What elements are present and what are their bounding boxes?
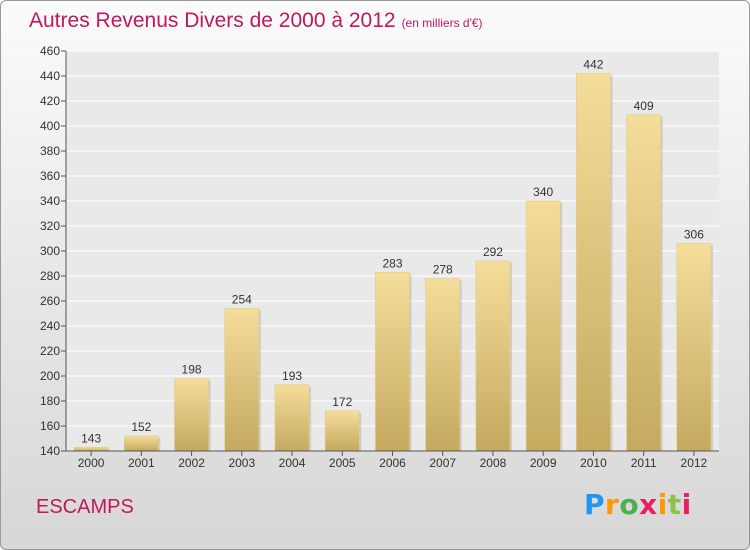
y-tick-label: 320 bbox=[40, 219, 60, 233]
bar-value-label: 278 bbox=[433, 263, 453, 277]
y-tick-label: 360 bbox=[40, 169, 60, 183]
unit-note: (en milliers d'€) bbox=[401, 16, 483, 30]
bar bbox=[475, 260, 511, 452]
bar-value-label: 340 bbox=[533, 185, 553, 199]
bar bbox=[576, 73, 611, 452]
y-tick-label: 180 bbox=[40, 394, 60, 408]
bar-value-label: 306 bbox=[684, 228, 704, 242]
x-tick-label: 2006 bbox=[379, 456, 406, 470]
x-tick-label: 2011 bbox=[631, 456, 657, 470]
y-tick-label: 420 bbox=[40, 94, 60, 108]
chart-title: Autres Revenus Divers de 2000 à 2012 (en … bbox=[29, 9, 483, 33]
y-tick-label: 220 bbox=[40, 344, 60, 358]
logo-letter: i bbox=[681, 488, 692, 521]
commune-name: ESCAMPS bbox=[36, 496, 134, 518]
x-tick-label: 2000 bbox=[78, 456, 105, 470]
y-axis: 140 160 180 200 220 240 260 280 300 320 340 360 380 4… bbox=[40, 44, 67, 458]
y-tick-label: 260 bbox=[40, 294, 60, 308]
bar-value-label: 198 bbox=[182, 363, 202, 377]
bar bbox=[525, 200, 561, 452]
x-tick-label: 2009 bbox=[530, 456, 557, 470]
bar-value-label: 292 bbox=[483, 245, 503, 259]
title-text: Autres Revenus Divers de 2000 à 2012 bbox=[29, 9, 396, 32]
bar bbox=[174, 378, 209, 452]
bar-value-label: 409 bbox=[634, 99, 654, 113]
logo-letter: r bbox=[605, 488, 620, 521]
proxiti-logo: Proxiti bbox=[584, 488, 692, 521]
y-tick-label: 200 bbox=[40, 369, 60, 383]
bar-value-label: 193 bbox=[282, 369, 302, 383]
y-tick-label: 460 bbox=[40, 44, 60, 58]
bars: 143 152 198 254 193 172 283 278 292 340 442 409 306 bbox=[73, 58, 713, 452]
y-tick-label: 300 bbox=[40, 244, 60, 258]
bar bbox=[274, 384, 310, 452]
x-tick-label: 2002 bbox=[178, 456, 205, 470]
x-tick-label: 2012 bbox=[681, 456, 708, 470]
x-tick-label: 2007 bbox=[429, 456, 456, 470]
logo-letter: P bbox=[584, 488, 606, 521]
bar bbox=[73, 446, 109, 452]
x-tick-label: 2003 bbox=[228, 456, 255, 470]
y-tick-label: 140 bbox=[40, 444, 60, 458]
bar-value-label: 442 bbox=[583, 58, 603, 72]
bar-value-label: 172 bbox=[332, 395, 352, 409]
x-tick-label: 2001 bbox=[128, 456, 155, 470]
y-tick-label: 340 bbox=[40, 194, 60, 208]
y-tick-label: 240 bbox=[40, 319, 60, 333]
bar bbox=[626, 114, 662, 452]
bar bbox=[324, 410, 360, 452]
y-tick-label: 160 bbox=[40, 419, 60, 433]
x-tick-label: 2004 bbox=[279, 456, 306, 470]
x-tick-label: 2005 bbox=[329, 456, 356, 470]
x-tick-label: 2008 bbox=[480, 456, 507, 470]
y-tick-label: 280 bbox=[40, 269, 60, 283]
bar bbox=[676, 243, 712, 452]
bar bbox=[224, 308, 260, 452]
x-tick-label: 2010 bbox=[580, 456, 607, 470]
bar-value-label: 254 bbox=[232, 293, 252, 307]
x-axis: 2000 2001 2002 2003 2004 2005 2006 2007 2008 2009… bbox=[66, 450, 719, 470]
y-tick-label: 380 bbox=[40, 144, 60, 158]
bar-value-label: 152 bbox=[131, 420, 151, 434]
bar-value-label: 143 bbox=[81, 431, 101, 445]
y-tick-label: 440 bbox=[40, 69, 60, 83]
logo-letter: t bbox=[667, 488, 682, 521]
logo-letter: o bbox=[619, 488, 640, 521]
bar-value-label: 283 bbox=[382, 256, 402, 270]
bar bbox=[425, 278, 461, 452]
bar bbox=[123, 435, 159, 452]
bar bbox=[375, 271, 410, 452]
y-tick-label: 400 bbox=[40, 119, 60, 133]
logo-letter: x bbox=[639, 488, 658, 521]
logo-letter: i bbox=[657, 488, 668, 521]
